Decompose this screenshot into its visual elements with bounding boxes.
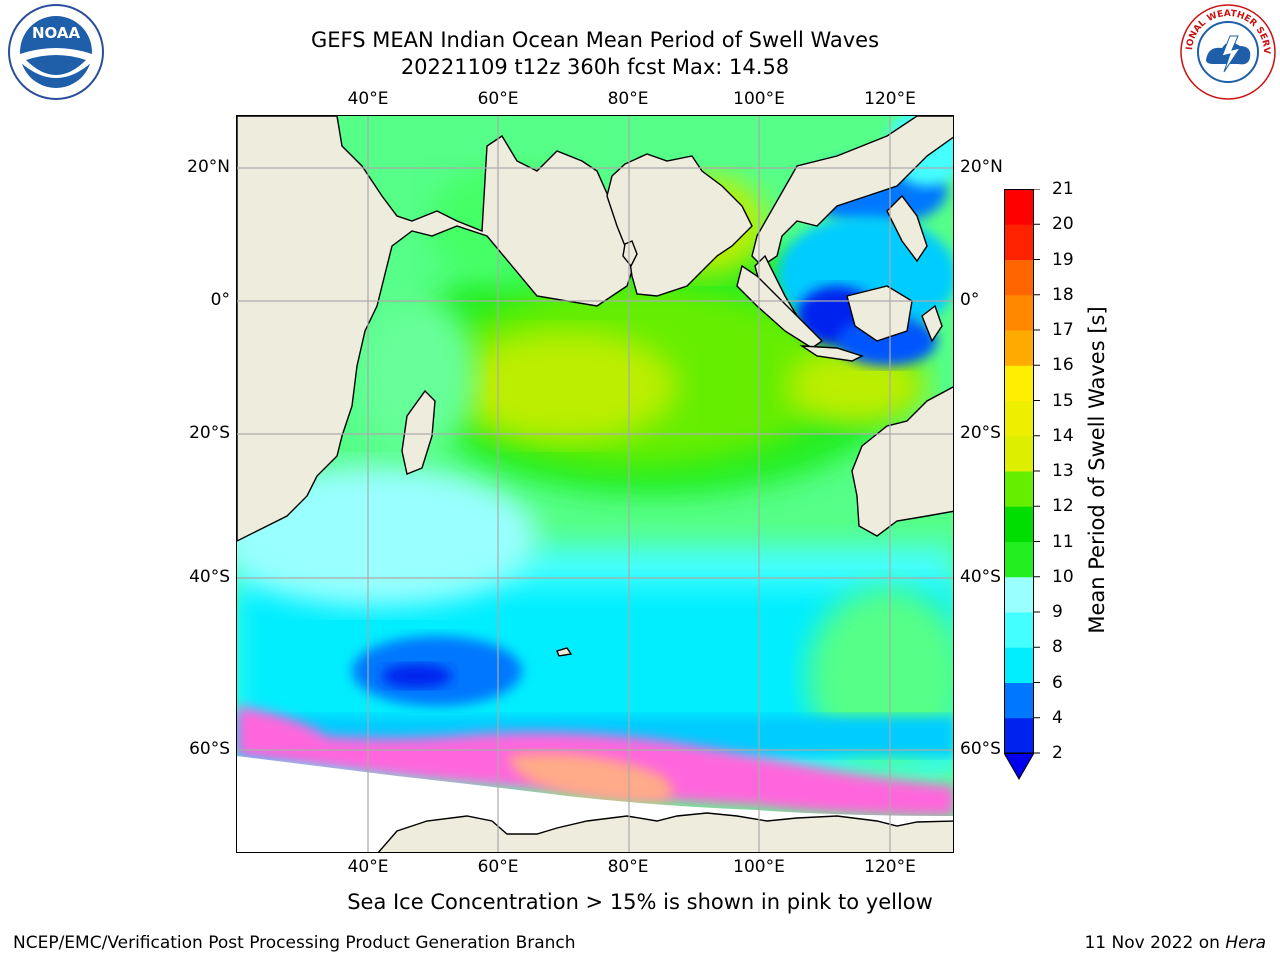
noaa-logo: NOAA (6, 2, 106, 106)
lat-label-left: 20°N (187, 157, 230, 177)
footer-date-text: 11 Nov 2022 on (1084, 933, 1226, 953)
colorbar-tick-label: 19 (1052, 249, 1074, 270)
lat-label-right: 40°S (960, 567, 1001, 587)
colorbar-segment (1004, 294, 1034, 331)
colorbar-segment (1004, 682, 1034, 719)
lat-label-left: 40°S (189, 567, 230, 587)
colorbar-tick-label: 12 (1052, 496, 1074, 517)
colorbar-tick-label: 17 (1052, 320, 1074, 340)
colorbar-segment (1004, 400, 1034, 437)
colorbar-segment (1004, 506, 1034, 542)
lat-label-right: 60°S (960, 739, 1001, 759)
colorbar-tick-label: 15 (1052, 390, 1074, 411)
colorbar-segment (1004, 435, 1034, 472)
colorbar-frame (1004, 189, 1034, 754)
colorbar-segment (1004, 330, 1034, 366)
lat-label-left: 0° (210, 290, 230, 310)
colorbar-tick-label: 2 (1052, 743, 1063, 763)
lon-label-top: 40°E (347, 89, 389, 109)
colorbar-segment (1004, 365, 1034, 401)
colorbar-underflow (1003, 752, 1035, 781)
map-title: GEFS MEAN Indian Ocean Mean Period of Sw… (310, 28, 880, 52)
colorbar-segment (1004, 717, 1034, 754)
colorbar-tick-label: 8 (1052, 637, 1063, 658)
colorbar (1003, 188, 1064, 793)
colorbar-tick-label: 16 (1052, 355, 1074, 376)
colorbar-tick-label: 4 (1052, 707, 1063, 728)
colorbar-tick-label: 11 (1052, 531, 1074, 552)
lon-label-bottom: 100°E (733, 857, 785, 877)
lon-label-bottom: 120°E (864, 857, 916, 877)
colorbar-tick-label: 13 (1052, 461, 1074, 481)
colorbar-segment (1004, 224, 1034, 260)
nws-logo: NATIONAL WEATHER SERVICE (1174, 0, 1278, 106)
lat-label-right: 20°S (960, 423, 1001, 443)
lat-label-left: 20°S (189, 423, 230, 443)
colorbar-tick-label: 21 (1052, 179, 1074, 199)
graticule (237, 116, 953, 852)
lon-label-top: 80°E (607, 89, 649, 109)
lon-label-bottom: 60°E (477, 857, 519, 877)
lat-label-left: 60°S (189, 739, 230, 759)
colorbar-segment (1004, 541, 1034, 578)
lon-label-top: 100°E (733, 89, 785, 109)
footer-host: Hera (1225, 933, 1266, 953)
colorbar-segment (1004, 612, 1034, 648)
land-masses (237, 116, 953, 852)
colorbar-tick-label: 6 (1052, 672, 1063, 693)
colorbar-scale (1003, 188, 1040, 781)
lon-label-bottom: 40°E (347, 857, 389, 877)
footer-credit: NCEP/EMC/Verification Post Processing Pr… (13, 933, 576, 953)
sea-ice-note: Sea Ice Concentration > 15% is shown in … (347, 890, 933, 914)
colorbar-segment (1004, 471, 1034, 507)
lon-label-top: 60°E (477, 89, 519, 109)
colorbar-segment (1004, 259, 1034, 296)
colorbar-segment (1004, 189, 1034, 225)
colorbar-tick-label: 20 (1052, 214, 1074, 235)
colorbar-tick-label: 18 (1052, 284, 1074, 305)
map-subtitle: 20221109 t12z 360h fcst Max: 14.58 (400, 55, 790, 79)
lat-label-right: 20°N (960, 157, 1003, 177)
colorbar-title: Mean Period of Swell Waves [s] (1085, 306, 1109, 634)
lat-label-right: 0° (960, 290, 980, 310)
map-panel (236, 115, 954, 853)
colorbar-tick-label: 9 (1052, 602, 1063, 622)
colorbar-tick-label: 10 (1052, 566, 1074, 587)
colorbar-segment (1004, 647, 1034, 683)
colorbar-segment (1004, 576, 1034, 613)
footer-date: 11 Nov 2022 on Hera (1084, 933, 1266, 953)
lon-label-top: 120°E (864, 89, 916, 109)
svg-text:NOAA: NOAA (32, 24, 81, 42)
colorbar-tick-label: 14 (1052, 425, 1074, 446)
map-canvas (237, 116, 953, 852)
lon-label-bottom: 80°E (607, 857, 649, 877)
